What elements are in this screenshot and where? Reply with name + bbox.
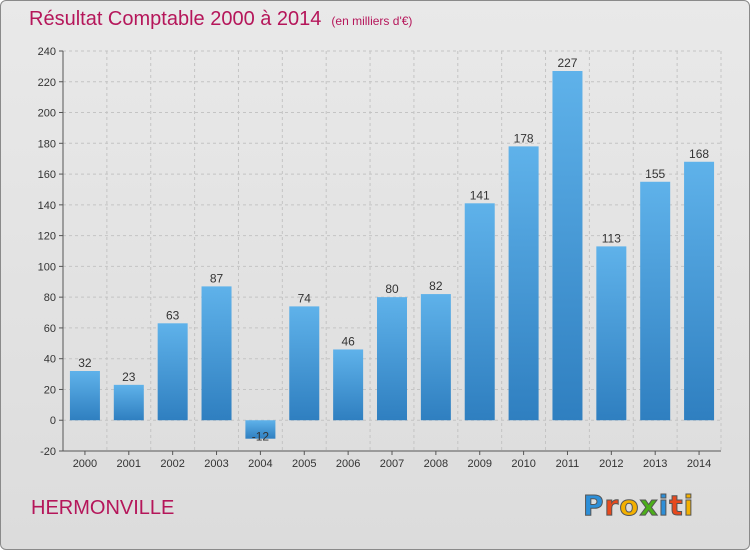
x-tick-label: 2001 (117, 458, 141, 470)
bars (69, 71, 715, 439)
y-tick-label: 60 (44, 323, 56, 335)
data-label-2008: 82 (429, 279, 443, 293)
chart-title-text: Résultat Comptable 2000 à 2014 (29, 8, 322, 30)
x-tick-label: 2004 (248, 458, 272, 470)
x-tick-label: 2009 (467, 458, 491, 470)
y-tick-label: 80 (44, 292, 56, 304)
data-label-2012: 113 (602, 231, 621, 245)
y-tick-label: 220 (38, 77, 56, 89)
y-tick-label: 240 (38, 46, 56, 58)
chart-title: Résultat Comptable 2000 à 2014 (en millie… (29, 8, 412, 31)
logo-letter: i (683, 489, 695, 523)
bar-2013 (640, 181, 671, 421)
axes: -20 0 20 40 60 80 100 120 140 160 180 200 220 240 2000… (38, 46, 721, 470)
x-tick-label: 2002 (160, 458, 184, 470)
x-tick-label: 2010 (511, 458, 535, 470)
y-tick-label: 160 (38, 169, 56, 181)
x-tick-label: 2014 (687, 458, 711, 470)
data-label-2001: 23 (122, 370, 136, 384)
data-labels: 32 23 63 87 -12 74 46 80 82 141 178 227 113 155 168 (78, 56, 709, 444)
data-label-2013: 155 (645, 167, 665, 181)
data-label-2009: 141 (470, 188, 490, 202)
logo-letter: o (619, 489, 640, 523)
y-tick-label: 120 (38, 231, 56, 243)
logo-letter: t (669, 489, 684, 523)
y-tick-label: 100 (38, 261, 56, 273)
x-tick-label: 2006 (336, 458, 360, 470)
bar-2012 (596, 246, 627, 421)
commune-name: HERMONVILLE (31, 497, 175, 519)
y-tick-label: -20 (40, 446, 56, 458)
bar-2010 (508, 146, 539, 421)
chart-subtitle: (en milliers d'€) (331, 14, 413, 28)
data-label-2011: 227 (557, 56, 577, 70)
bar-2006 (333, 349, 364, 421)
data-label-2006: 46 (341, 334, 355, 348)
logo-letter: i (658, 489, 670, 523)
bar-2004 (245, 420, 276, 439)
data-label-2003: 87 (210, 271, 224, 285)
data-label-2010: 178 (514, 131, 534, 145)
x-tick-label: 2005 (292, 458, 316, 470)
data-label-2002: 63 (166, 308, 180, 322)
y-tick-label: 200 (38, 108, 56, 120)
x-tick-label: 2008 (424, 458, 448, 470)
logo-letter: x (639, 489, 659, 523)
bar-2007 (377, 297, 407, 421)
bar-2005 (289, 306, 320, 421)
bar-2014 (684, 161, 715, 421)
bar-2009 (464, 203, 495, 421)
x-tick-label: 2012 (599, 458, 623, 470)
bar-2003 (201, 286, 232, 421)
y-tick-label: 140 (38, 200, 56, 212)
data-label-2014: 168 (689, 147, 709, 161)
bar-2001 (113, 384, 144, 421)
y-tick-label: 180 (38, 138, 56, 150)
logo-letter: r (604, 489, 620, 523)
y-tick-label: 0 (50, 415, 56, 427)
x-tick-label: 2013 (643, 458, 667, 470)
data-label-2005: 74 (298, 291, 312, 305)
data-label-2004: -12 (252, 430, 270, 444)
bar-2008 (420, 294, 451, 421)
x-tick-label: 2000 (73, 458, 97, 470)
x-tick-label: 2011 (556, 458, 580, 470)
x-tick-label: 2003 (204, 458, 228, 470)
x-tick-label: 2007 (380, 458, 404, 470)
y-tick-label: 20 (44, 384, 56, 396)
data-label-2007: 80 (385, 282, 399, 296)
data-label-2000: 32 (78, 356, 92, 370)
logo-letter: P (583, 489, 605, 523)
proxiti-logo: Proxiti (583, 489, 695, 523)
y-tick-label: 40 (44, 354, 56, 366)
bar-2000 (69, 371, 100, 421)
bar-2002 (157, 323, 188, 421)
bar-2011 (552, 71, 583, 421)
